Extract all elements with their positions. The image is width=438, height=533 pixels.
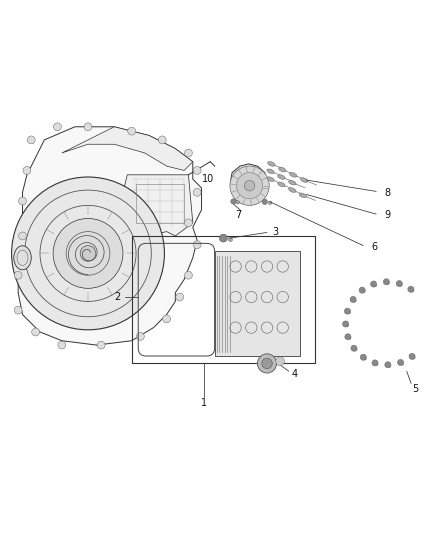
Circle shape xyxy=(12,177,164,330)
Ellipse shape xyxy=(290,173,297,177)
Circle shape xyxy=(97,341,105,349)
Circle shape xyxy=(375,362,378,366)
Polygon shape xyxy=(18,127,201,345)
Circle shape xyxy=(360,354,366,360)
Circle shape xyxy=(343,321,349,327)
Circle shape xyxy=(268,201,272,205)
Text: 6: 6 xyxy=(371,243,377,252)
Circle shape xyxy=(371,281,377,287)
Circle shape xyxy=(262,358,272,369)
Circle shape xyxy=(372,360,378,366)
Circle shape xyxy=(344,308,350,314)
Circle shape xyxy=(162,315,170,323)
Circle shape xyxy=(351,345,357,351)
Text: 2: 2 xyxy=(115,292,121,302)
Circle shape xyxy=(359,287,365,293)
Circle shape xyxy=(386,281,390,285)
Circle shape xyxy=(14,306,22,314)
Text: 10: 10 xyxy=(202,174,214,184)
Circle shape xyxy=(348,336,351,340)
Circle shape xyxy=(276,357,285,366)
Circle shape xyxy=(230,166,269,205)
Circle shape xyxy=(193,241,201,248)
Text: 9: 9 xyxy=(384,211,390,221)
Circle shape xyxy=(80,246,96,261)
Circle shape xyxy=(388,364,391,368)
Circle shape xyxy=(401,362,404,366)
Ellipse shape xyxy=(300,177,308,182)
Circle shape xyxy=(18,197,26,205)
Circle shape xyxy=(53,123,61,131)
Circle shape xyxy=(412,356,416,359)
Ellipse shape xyxy=(299,193,307,198)
Circle shape xyxy=(362,290,366,293)
Circle shape xyxy=(346,324,349,327)
Polygon shape xyxy=(123,175,193,236)
Ellipse shape xyxy=(267,169,274,174)
Circle shape xyxy=(176,293,184,301)
Ellipse shape xyxy=(289,188,296,192)
Circle shape xyxy=(84,123,92,131)
Circle shape xyxy=(27,136,35,144)
Circle shape xyxy=(14,271,22,279)
Circle shape xyxy=(396,280,402,287)
Circle shape xyxy=(236,200,240,204)
Circle shape xyxy=(262,199,268,205)
Ellipse shape xyxy=(278,175,285,179)
Circle shape xyxy=(228,237,233,241)
Circle shape xyxy=(18,232,26,240)
Circle shape xyxy=(128,127,136,135)
Circle shape xyxy=(32,328,39,336)
Circle shape xyxy=(58,341,66,349)
Circle shape xyxy=(193,188,201,196)
Ellipse shape xyxy=(267,177,274,182)
Ellipse shape xyxy=(289,180,296,185)
Circle shape xyxy=(184,149,192,157)
Ellipse shape xyxy=(14,246,31,270)
Text: 8: 8 xyxy=(384,188,390,198)
Circle shape xyxy=(354,348,357,351)
Circle shape xyxy=(409,353,415,359)
FancyBboxPatch shape xyxy=(215,251,300,356)
Circle shape xyxy=(408,286,414,292)
Circle shape xyxy=(237,173,263,199)
Text: 5: 5 xyxy=(412,384,418,394)
Circle shape xyxy=(350,296,356,303)
Circle shape xyxy=(398,359,404,366)
Circle shape xyxy=(399,283,403,287)
Ellipse shape xyxy=(279,167,286,172)
Circle shape xyxy=(258,354,277,373)
Circle shape xyxy=(158,136,166,144)
Polygon shape xyxy=(62,127,193,171)
Circle shape xyxy=(23,166,31,174)
Text: 3: 3 xyxy=(272,228,278,237)
Polygon shape xyxy=(231,164,266,198)
Circle shape xyxy=(411,289,414,292)
Circle shape xyxy=(53,219,123,288)
Text: 4: 4 xyxy=(292,369,298,379)
Circle shape xyxy=(184,219,192,227)
Circle shape xyxy=(363,357,367,360)
Circle shape xyxy=(193,166,201,174)
Circle shape xyxy=(353,299,357,303)
Ellipse shape xyxy=(268,161,275,166)
Ellipse shape xyxy=(278,182,285,187)
Circle shape xyxy=(184,271,192,279)
Circle shape xyxy=(345,334,351,340)
Text: 1: 1 xyxy=(201,398,207,408)
Circle shape xyxy=(137,333,145,340)
Circle shape xyxy=(383,279,389,285)
Circle shape xyxy=(244,181,255,191)
Text: 7: 7 xyxy=(236,211,242,221)
Circle shape xyxy=(385,362,391,368)
Circle shape xyxy=(231,199,236,204)
Circle shape xyxy=(219,234,227,242)
Circle shape xyxy=(374,284,377,287)
Circle shape xyxy=(347,311,351,314)
